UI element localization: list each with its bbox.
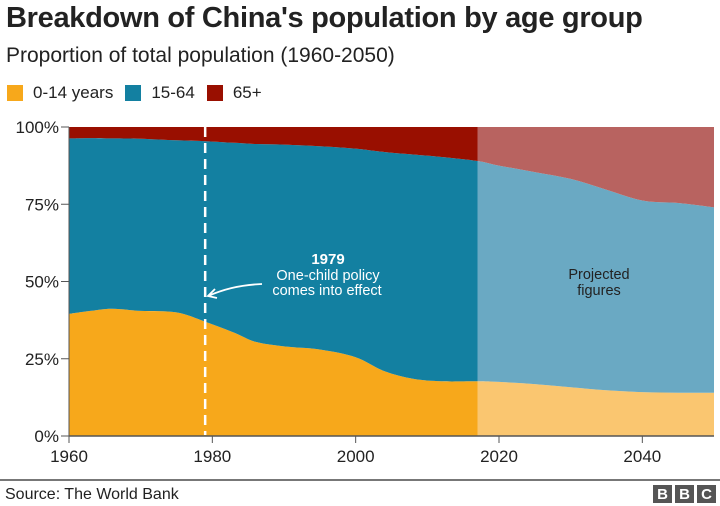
source-text: Source: The World Bank [5,486,179,503]
x-tick-label: 1960 [50,447,88,466]
legend-swatch-15-64 [125,85,142,101]
annotation-1979-line1: One-child policy [276,268,380,284]
legend-label-65-plus: 65+ [232,83,262,102]
bbc-logo-letter: B [675,485,694,503]
y-tick-label: 25% [25,350,59,369]
legend-item-15-64: 15-64 [125,83,195,103]
legend-item-65-plus: 65+ [206,83,262,103]
x-tick-label: 2000 [337,447,375,466]
x-tick-label: 1980 [193,447,231,466]
x-tick-label: 2020 [480,447,518,466]
y-tick-label: 75% [25,195,59,214]
chart-title: Breakdown of China's population by age g… [6,2,643,34]
y-tick-label: 100% [16,118,59,137]
bbc-logo-letter: B [653,485,672,503]
legend-label-15-64: 15-64 [151,83,195,102]
area-0-14-projected [477,381,714,436]
projected-label-line1: Projected [568,267,629,283]
axes: 0% 25% 50% 75% 100% 1960 1980 2000 2020 2040 [16,118,714,466]
projected-label-line2: figures [577,283,621,299]
legend-item-0-14: 0-14 years [7,83,113,103]
legend-label-0-14: 0-14 years [33,83,114,102]
legend-swatch-0-14 [7,85,23,101]
projected-areas [477,127,714,436]
annotation-arrowhead-icon [206,288,218,299]
bbc-logo-letter: C [697,485,716,503]
chart-plot: 0% 25% 50% 75% 100% 1960 1980 2000 2020 2040 1979… [16,118,714,466]
area-0-14-historical [69,308,478,436]
area-65-plus-historical [69,127,478,161]
annotation-arrow-icon [207,283,263,297]
area-65-plus-projected [477,127,714,208]
annotations: 1979 One-child policy comes into effect … [203,127,630,435]
footer-divider [0,479,720,481]
legend-swatch-65-plus [206,85,223,101]
chart-subtitle: Proportion of total population (1960-205… [6,44,395,67]
area-15-64-historical [69,138,478,382]
x-tick-label: 2040 [623,447,661,466]
historical-areas [69,127,478,436]
annotation-1979-year: 1979 [311,251,344,268]
y-tick-label: 0% [34,427,59,446]
y-tick-label: 50% [25,273,59,292]
area-15-64-projected [477,161,714,393]
legend: 0-14 years 15-64 65+ [7,83,274,103]
bbc-logo: B B C [650,485,716,503]
annotation-1979-line2: comes into effect [272,283,381,299]
